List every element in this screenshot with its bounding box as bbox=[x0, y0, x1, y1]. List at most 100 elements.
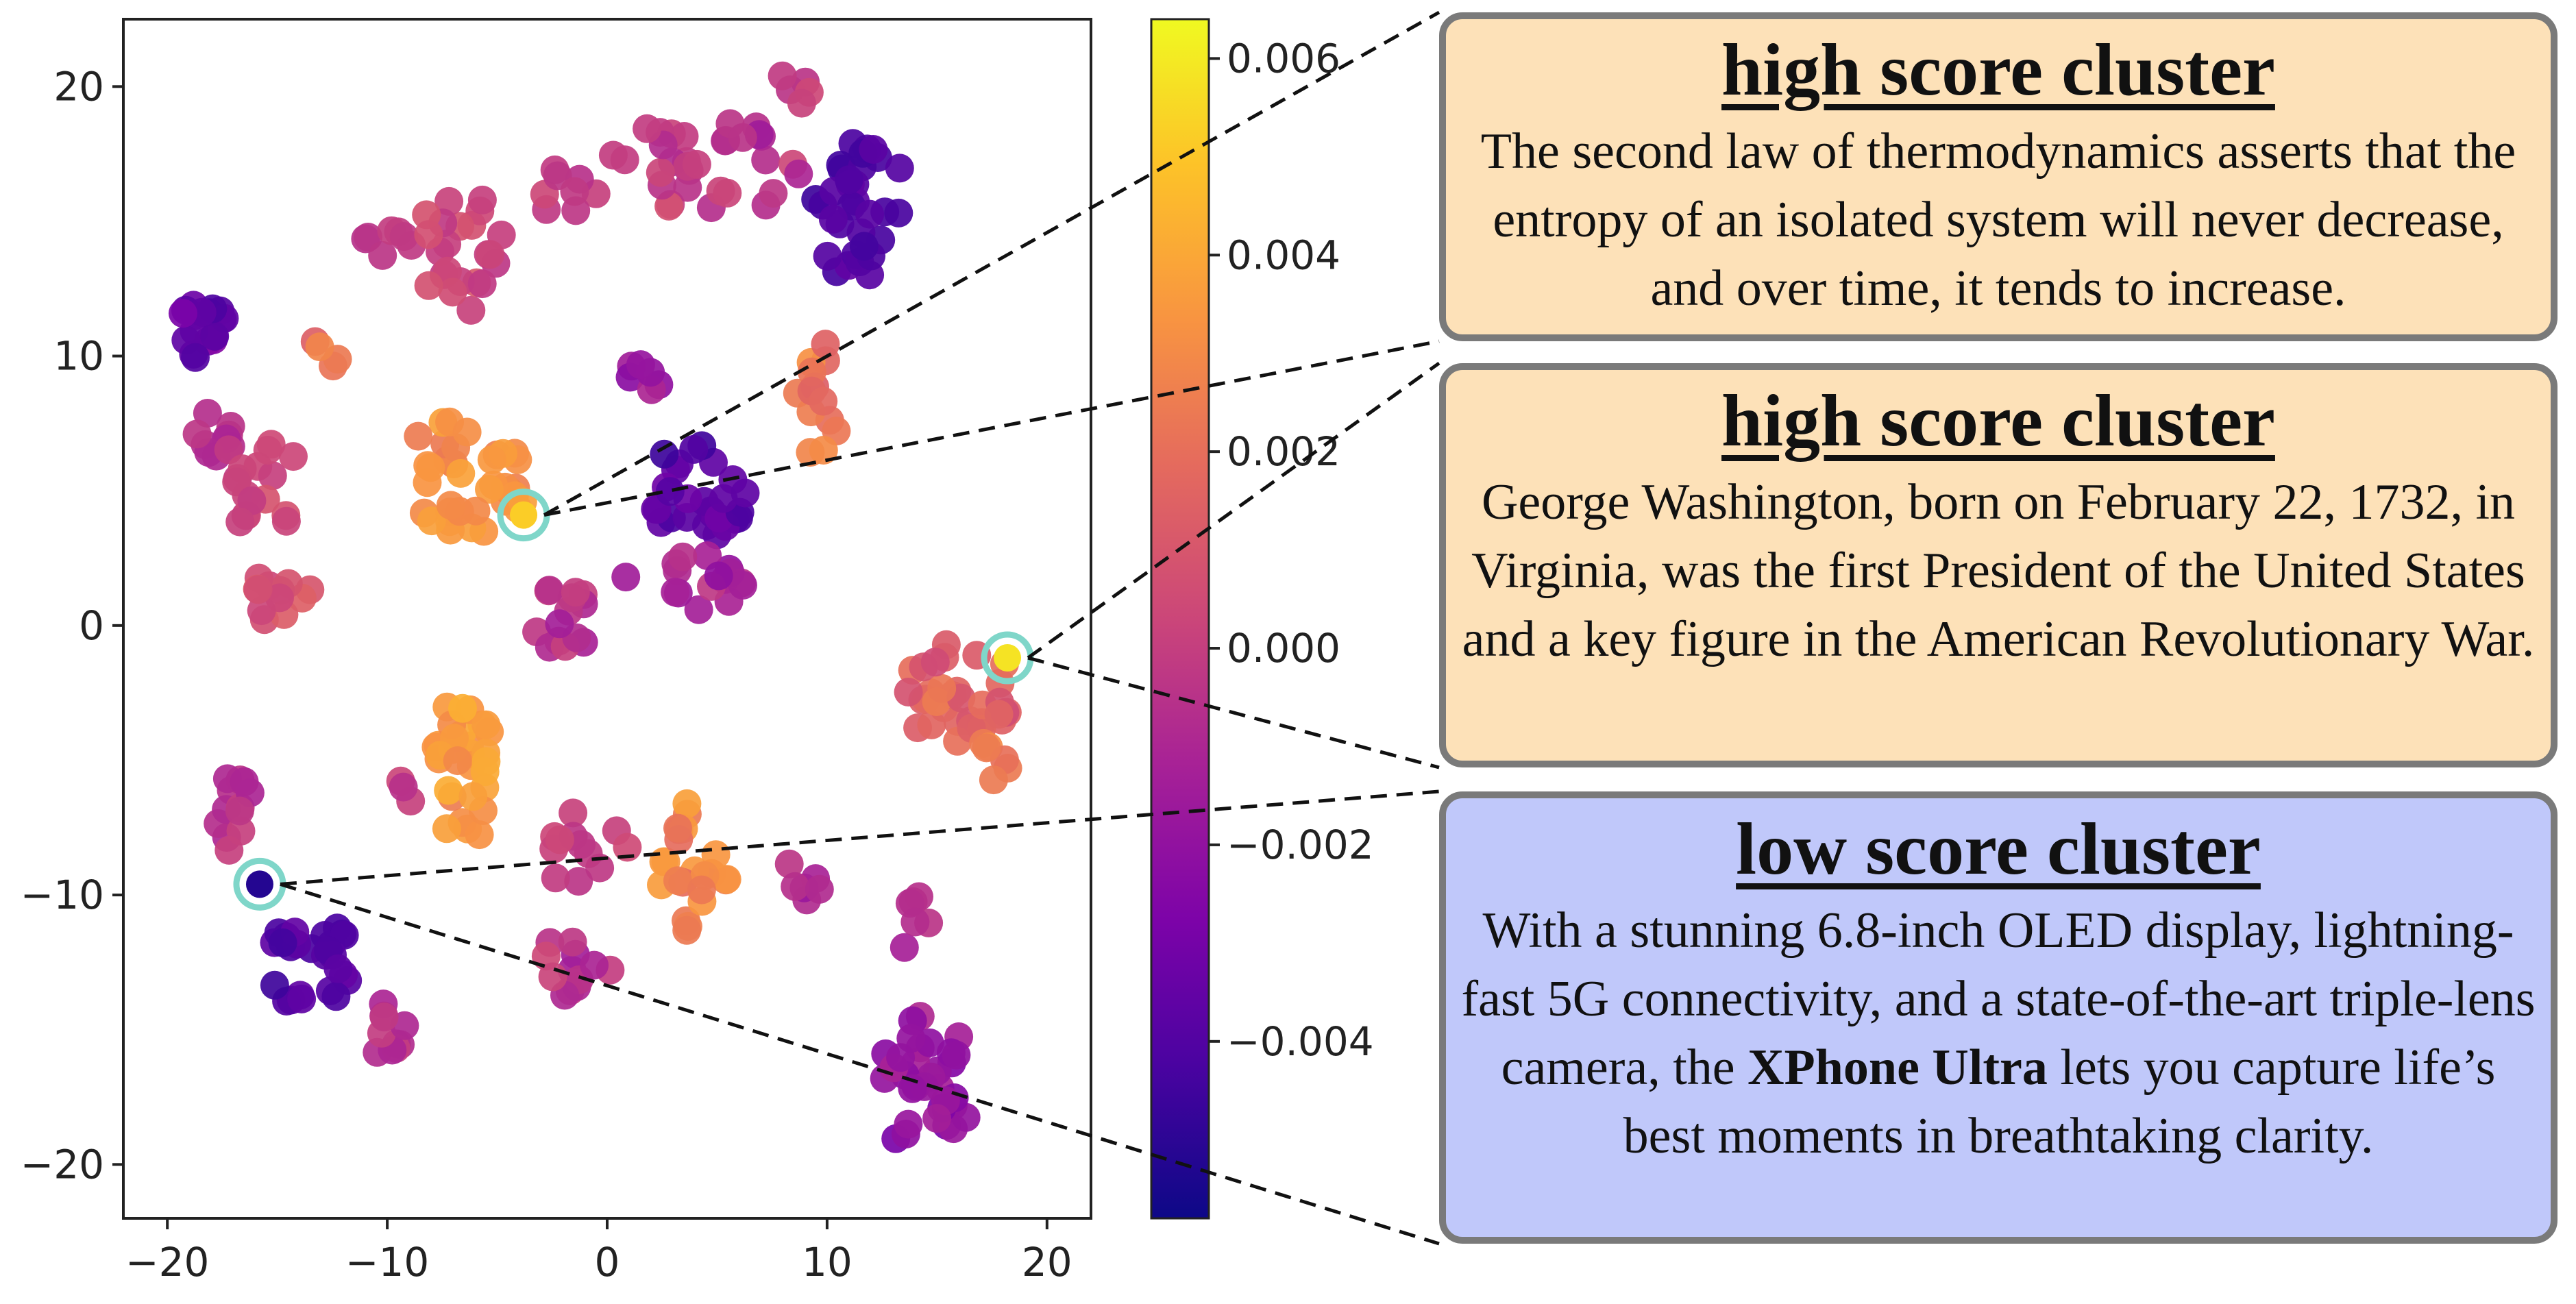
scatter-point bbox=[896, 1024, 926, 1053]
scatter-point bbox=[253, 436, 282, 465]
scatter-point bbox=[855, 199, 885, 229]
scatter-point bbox=[169, 299, 197, 328]
scatter-point bbox=[672, 789, 702, 818]
scatter-point bbox=[564, 867, 593, 896]
scatter-point bbox=[611, 563, 641, 592]
colorbar-tick-label: −0.002 bbox=[1227, 822, 1374, 868]
scatter-point bbox=[181, 343, 210, 372]
scatter-point bbox=[661, 578, 690, 607]
scatter-point bbox=[784, 159, 813, 188]
scatter-point bbox=[890, 933, 919, 962]
scatter-point bbox=[230, 767, 259, 796]
scatter-point bbox=[471, 710, 501, 739]
scatter-point bbox=[774, 849, 804, 878]
scatter-point bbox=[922, 1104, 952, 1133]
scatter-point bbox=[287, 984, 317, 1013]
scatter-point bbox=[646, 158, 675, 187]
x-tick-label: 20 bbox=[1022, 1239, 1072, 1285]
scatter-point bbox=[684, 595, 713, 624]
scatter-point bbox=[731, 478, 760, 508]
scatter-point bbox=[809, 436, 838, 465]
scatter-point bbox=[561, 578, 590, 607]
scatter-point bbox=[225, 796, 254, 826]
scatter-point bbox=[818, 204, 848, 234]
callout-text: The second law of thermodynamics asserts… bbox=[1480, 123, 2516, 317]
scatter-point bbox=[432, 814, 461, 844]
scatter-point bbox=[713, 178, 742, 208]
scatter-point bbox=[476, 240, 505, 269]
scatter-point bbox=[687, 875, 716, 905]
scatter-point bbox=[885, 153, 914, 183]
x-tick-label: −10 bbox=[345, 1239, 429, 1285]
scatter-point bbox=[900, 907, 930, 937]
scatter-point bbox=[884, 198, 913, 227]
connector-line bbox=[280, 882, 1440, 1246]
scatter-point bbox=[920, 648, 950, 677]
scatter-point bbox=[243, 575, 273, 604]
y-tick-label: −20 bbox=[21, 1141, 104, 1188]
scatter-point bbox=[321, 982, 351, 1011]
scatter-point bbox=[927, 674, 957, 703]
scatter-point bbox=[369, 1002, 399, 1032]
scatter-point bbox=[655, 477, 685, 506]
scatter-point bbox=[668, 542, 698, 571]
scatter-point bbox=[751, 145, 781, 175]
scatter-point bbox=[728, 571, 757, 600]
connector-line bbox=[1027, 656, 1440, 770]
scatter-point bbox=[182, 419, 212, 449]
colorbar-tick-label: 0.000 bbox=[1227, 625, 1340, 672]
y-tick-label: 20 bbox=[53, 63, 104, 110]
scatter-point bbox=[849, 232, 879, 261]
scatter-point bbox=[559, 798, 588, 828]
scatter-point bbox=[894, 678, 923, 706]
scatter-point bbox=[225, 507, 255, 537]
scatter-point bbox=[541, 863, 570, 893]
scatter-point bbox=[535, 576, 564, 605]
scatter-point bbox=[237, 486, 267, 515]
scatter-point bbox=[404, 421, 433, 451]
callout-title: high score cluster bbox=[1721, 380, 2275, 462]
scatter-point bbox=[271, 506, 301, 536]
scatter-point bbox=[898, 1074, 927, 1103]
scatter-point bbox=[712, 865, 741, 894]
scatter-point bbox=[446, 458, 476, 488]
connector-line bbox=[543, 339, 1440, 517]
scatter-point bbox=[728, 123, 757, 152]
scatter-point bbox=[942, 1040, 971, 1070]
scatter-point bbox=[214, 835, 244, 865]
scatter-point bbox=[558, 927, 587, 957]
highlighted-point bbox=[994, 644, 1022, 672]
callout-text-after: lets you capture life’s best moments in … bbox=[1623, 1039, 2496, 1165]
scatter-point bbox=[984, 700, 1014, 729]
callout-text: With a stunning 6.8-inch OLED display, l… bbox=[1458, 896, 2538, 1170]
scatter-point bbox=[477, 445, 506, 474]
scatter-point bbox=[626, 350, 655, 380]
scatter-point bbox=[709, 484, 738, 513]
scatter-point bbox=[414, 220, 443, 249]
callout-high-score-2: high score cluster George Washington, bo… bbox=[1439, 363, 2557, 767]
scatter-point bbox=[972, 733, 1001, 763]
x-tick-label: 10 bbox=[802, 1239, 852, 1285]
scatter-point bbox=[813, 241, 842, 271]
connector-line bbox=[1027, 361, 1440, 660]
scatter-point bbox=[260, 970, 289, 1000]
callout-title: high score cluster bbox=[1721, 29, 2275, 111]
callout-low-score: low score cluster With a stunning 6.8-in… bbox=[1439, 791, 2557, 1244]
y-tick-label: −10 bbox=[21, 872, 104, 918]
product-name: XPhone Ultra bbox=[1747, 1039, 2048, 1096]
scatter-points bbox=[169, 61, 1022, 1153]
scatter-point bbox=[917, 710, 946, 739]
scatter-point bbox=[416, 453, 445, 482]
scatter-point bbox=[809, 386, 838, 416]
scatter-point bbox=[458, 782, 488, 811]
connector-line bbox=[280, 789, 1440, 886]
colorbar-ticks: 0.006 0.004 0.002 0.000 −0.002 −0.004 bbox=[1209, 35, 1374, 1065]
scatter-point bbox=[759, 179, 788, 208]
scatter-point bbox=[452, 417, 482, 447]
colorbar-tick-label: −0.004 bbox=[1227, 1018, 1374, 1065]
scatter-point bbox=[279, 442, 308, 471]
scatter-point bbox=[682, 149, 711, 179]
scatter-point bbox=[834, 165, 863, 195]
x-axis: −20 −10 0 10 20 bbox=[125, 1218, 1072, 1285]
